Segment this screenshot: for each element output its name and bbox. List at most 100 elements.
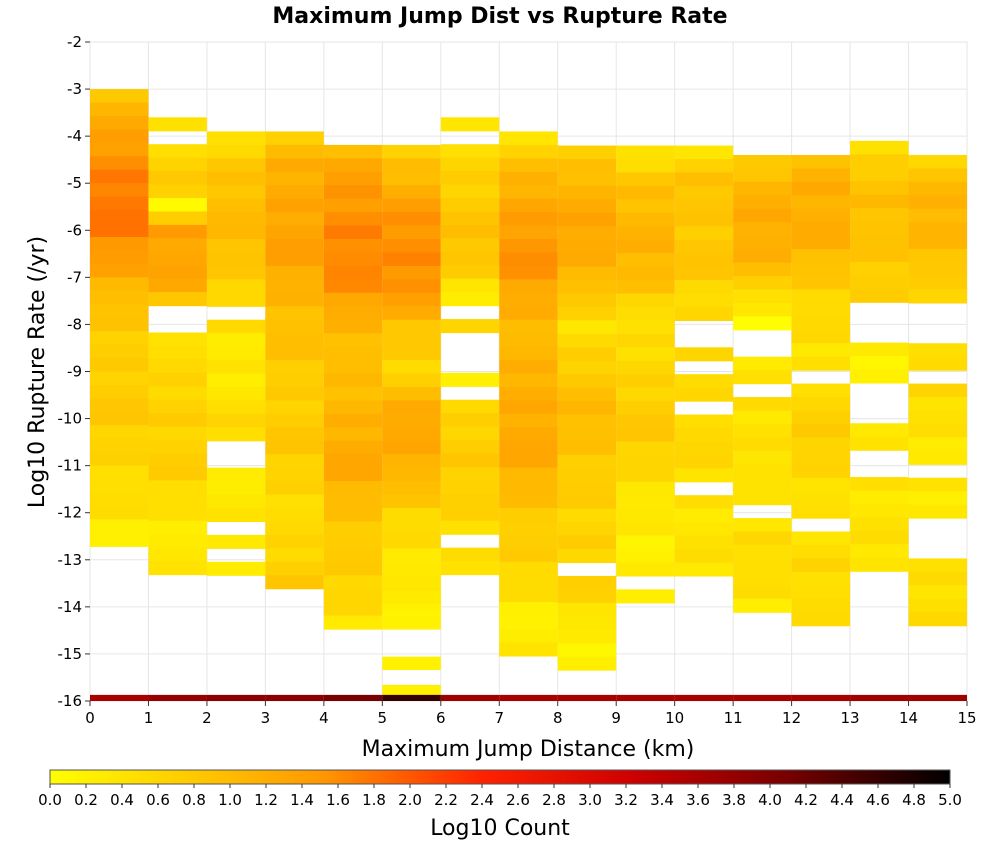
heatmap-cell xyxy=(674,185,734,200)
heatmap-cell xyxy=(791,558,851,573)
heatmap-cell xyxy=(674,387,734,402)
heatmap-cell xyxy=(733,235,792,250)
y-tick-label: -8 xyxy=(67,315,82,333)
heatmap-cell xyxy=(90,263,149,278)
heatmap-cell xyxy=(499,561,558,576)
heatmap-cell xyxy=(850,288,909,303)
heatmap-cell xyxy=(440,520,500,535)
heatmap-cell xyxy=(616,468,675,483)
heatmap-cell xyxy=(206,319,266,334)
y-tick-label: -6 xyxy=(67,221,82,239)
heatmap-cell xyxy=(440,413,500,428)
heatmap-cell xyxy=(90,398,149,413)
heatmap-cell xyxy=(440,466,500,482)
heatmap-cell xyxy=(440,117,500,132)
heatmap-cell xyxy=(90,156,149,171)
heatmap-cell xyxy=(557,347,617,362)
heatmap-cell xyxy=(499,225,558,240)
heatmap-cell xyxy=(557,185,617,200)
heatmap-cell xyxy=(90,344,149,359)
heatmap-cell xyxy=(791,195,851,210)
heatmap-cell xyxy=(499,454,558,469)
heatmap-cell xyxy=(557,306,617,321)
heatmap-cell xyxy=(440,144,500,159)
heatmap-cell xyxy=(850,490,909,505)
heatmap-cell xyxy=(791,612,851,627)
heatmap-cell xyxy=(90,532,149,547)
colorbar-tick-label: 5.0 xyxy=(938,791,962,809)
heatmap-cell xyxy=(499,386,558,402)
heatmap-cell xyxy=(733,195,792,210)
heatmap-cell xyxy=(733,531,792,546)
heatmap-cell xyxy=(90,371,149,386)
heatmap-cell xyxy=(148,453,207,468)
heatmap-cell xyxy=(148,372,207,387)
heatmap-cell xyxy=(265,507,324,523)
heatmap-cell xyxy=(499,279,558,294)
heatmap-cell xyxy=(206,239,266,254)
heatmap-cell xyxy=(791,249,851,264)
heatmap-cell xyxy=(499,602,558,617)
heatmap-cell xyxy=(791,343,851,358)
heatmap-cell xyxy=(791,154,851,170)
heatmap-cell xyxy=(557,159,617,174)
heatmap-cell xyxy=(733,208,792,223)
heatmap-cell xyxy=(382,292,441,307)
heatmap-cell xyxy=(323,346,383,361)
heatmap-cell xyxy=(674,347,734,362)
heatmap-cell xyxy=(850,557,909,572)
heatmap-cell xyxy=(499,521,558,536)
heatmap-cell xyxy=(265,467,324,482)
heatmap-cell xyxy=(323,521,383,536)
heatmap-cell xyxy=(791,262,851,277)
heatmap-cell xyxy=(850,167,909,182)
heatmap-cell xyxy=(499,494,558,509)
heatmap-cell xyxy=(557,293,617,308)
heatmap-cell xyxy=(908,585,967,600)
heatmap-cell xyxy=(557,320,617,335)
heatmap-cell xyxy=(908,208,967,223)
heatmap-cell xyxy=(323,561,383,576)
heatmap-cell xyxy=(206,534,266,549)
heatmap-cell xyxy=(791,477,851,492)
heatmap-cell xyxy=(440,224,500,239)
y-axis-label: Log10 Rupture Rate (/yr) xyxy=(25,236,50,508)
heatmap-cell xyxy=(90,277,149,292)
heatmap-cell xyxy=(206,386,266,402)
heatmap-cell xyxy=(206,481,266,496)
x-tick-label: 13 xyxy=(841,709,860,727)
heatmap-cell xyxy=(850,208,909,223)
heatmap-cell xyxy=(674,293,734,308)
heatmap-cell xyxy=(206,333,266,348)
heatmap-cell xyxy=(90,317,149,332)
heatmap-cell xyxy=(265,413,324,428)
heatmap-cell xyxy=(90,479,149,494)
heatmap-cell xyxy=(206,171,266,186)
heatmap-cell xyxy=(382,494,441,509)
heatmap-cell xyxy=(908,437,967,452)
heatmap-cell xyxy=(908,356,967,371)
heatmap-cell xyxy=(791,222,851,237)
heatmap-cell xyxy=(791,289,851,304)
heatmap-cell xyxy=(674,508,734,523)
x-tick-label: 8 xyxy=(553,709,563,727)
heatmap-cell xyxy=(557,427,617,443)
heatmap-cell xyxy=(616,172,675,187)
heatmap-cell xyxy=(323,427,383,442)
heatmap-cell xyxy=(265,265,324,280)
heatmap-cell xyxy=(733,598,792,613)
heatmap-cell xyxy=(791,235,851,250)
heatmap-cell xyxy=(616,401,675,416)
heatmap-cell xyxy=(616,185,675,200)
heatmap-cell xyxy=(148,534,207,549)
heatmap-cell xyxy=(616,320,675,335)
colorbar-tick-label: 2.0 xyxy=(398,791,422,809)
heatmap-cell xyxy=(499,346,558,361)
heatmap-cell xyxy=(440,399,500,414)
heatmap-cell xyxy=(616,522,675,537)
heatmap-cell xyxy=(382,561,441,576)
heatmap-cell xyxy=(674,495,734,510)
heatmap-cell xyxy=(90,411,149,426)
heatmap-cell xyxy=(265,239,324,254)
